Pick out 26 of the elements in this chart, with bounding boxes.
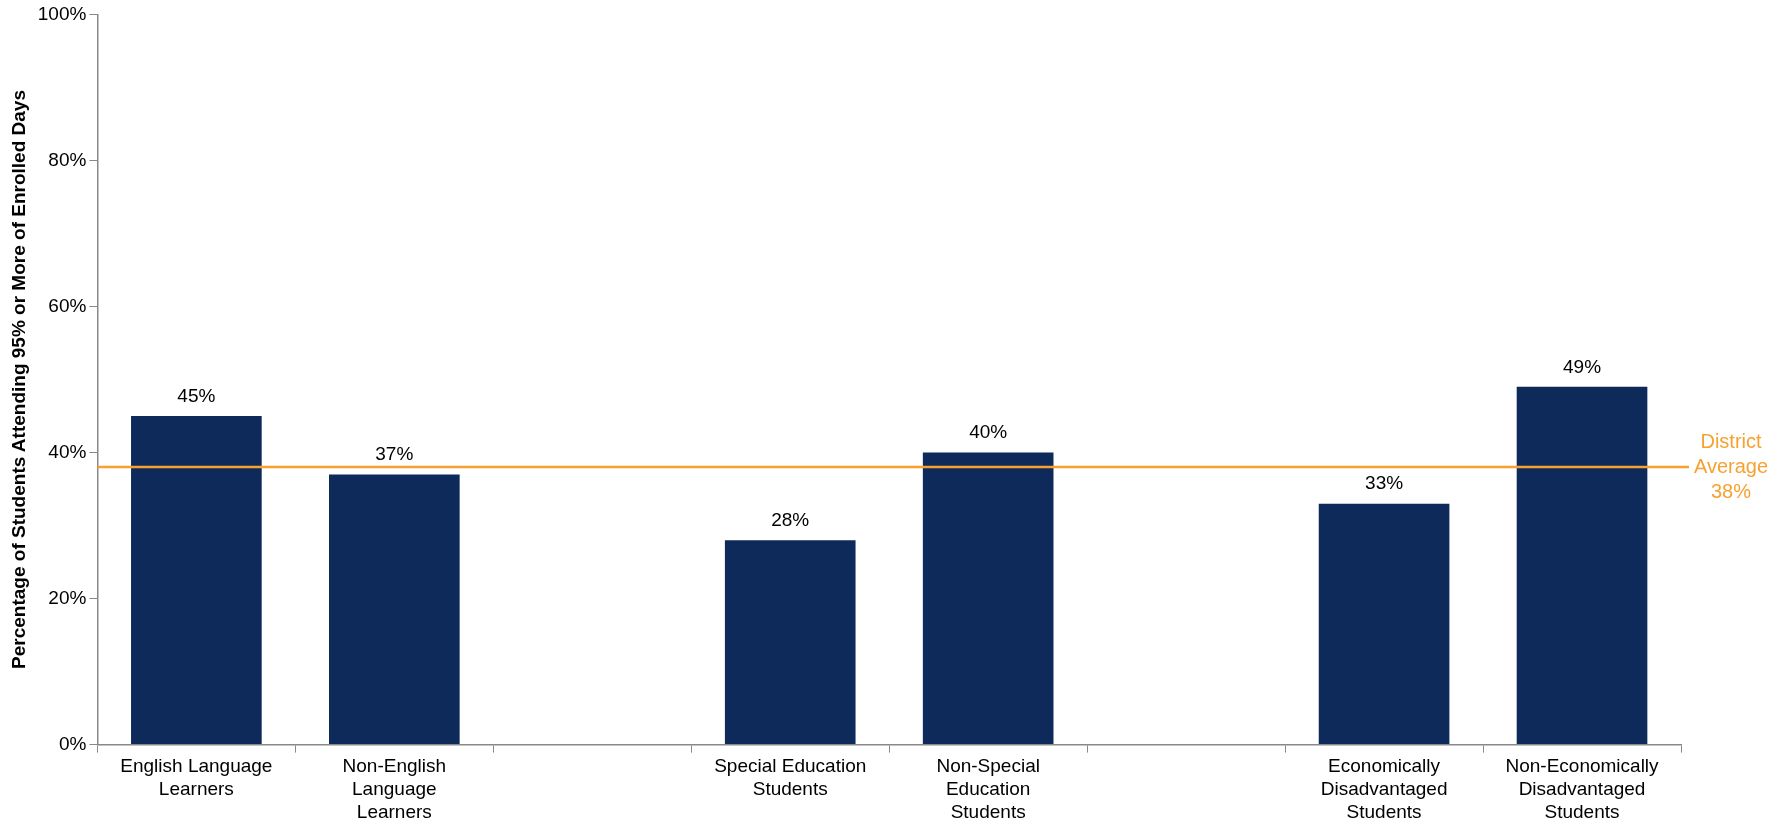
x-tick-label: Non-English Language Learners [342,755,447,822]
y-tick-label: 60% [48,294,87,316]
bar [329,474,460,745]
bar [1516,386,1648,745]
bar [131,416,262,745]
data-label: 45% [177,384,216,406]
x-tick-label: Non-Economically Disadvantaged Students [1505,755,1660,822]
y-axis-title: Percentage of Students Attending 95% or More of Enrolled Days [7,90,29,669]
y-tick-label: 0% [58,732,87,754]
y-tick-label: 40% [48,440,87,462]
data-label: 40% [969,421,1008,443]
x-tick-label: English Language Learners [120,755,273,800]
y-tick-label: 100% [37,2,87,24]
bar [922,452,1054,745]
ref-line-label: District Average 38% [1693,429,1769,502]
x-tick-label: Economically Disadvantaged Students [1320,755,1448,822]
bar [724,540,856,745]
x-tick-label: Non-Special Education Students [936,755,1040,822]
bar [1318,503,1450,745]
data-label: 49% [1563,355,1602,377]
y-tick-label: 80% [48,148,87,170]
y-tick-label: 20% [48,586,87,608]
data-label: 37% [375,443,414,465]
x-tick-label: Special Education Students [714,755,867,800]
data-label: 33% [1365,472,1404,494]
data-label: 28% [771,508,810,530]
